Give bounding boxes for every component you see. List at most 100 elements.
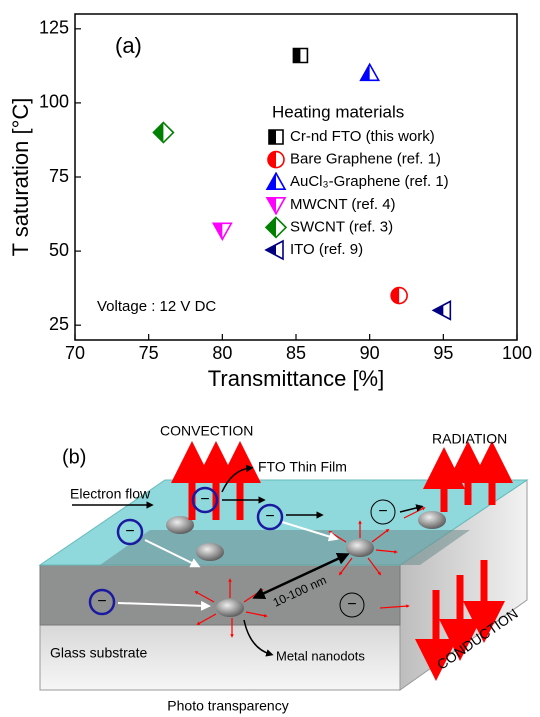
marker-fill [433, 305, 444, 316]
x-tick-label: 100 [502, 343, 532, 363]
marker-fill [153, 122, 164, 143]
legend-marker [265, 171, 287, 190]
convection-label: CONVECTION [160, 423, 253, 439]
arrow [379, 604, 410, 609]
marker-outline [265, 171, 287, 190]
film-interface [100, 530, 470, 565]
marker-fill [267, 173, 276, 190]
y-tick-label: 75 [49, 166, 69, 186]
x-tick-label: 95 [433, 343, 453, 363]
electron-charge: − [200, 491, 209, 508]
electron-flow-label: Electron flow [70, 486, 151, 502]
diagram: (b) [38, 423, 529, 714]
electron-paths [117, 521, 339, 611]
marker [292, 47, 309, 64]
y-tick-label: 50 [49, 240, 69, 260]
marker [152, 121, 175, 144]
y-tick-label: 25 [49, 314, 69, 334]
y-axis-title: T saturation [°C] [8, 98, 33, 257]
marker-fill [293, 48, 301, 63]
electron [339, 592, 365, 618]
black-arrows [72, 464, 424, 657]
x-tick-label: 75 [139, 343, 159, 363]
y-tick-label: 125 [39, 18, 69, 38]
arrow [399, 504, 424, 513]
marker [211, 222, 233, 241]
marker-fill [213, 223, 223, 240]
marker-outline [264, 216, 288, 239]
electrons [88, 486, 396, 618]
film-label: FTO Thin Film [258, 459, 347, 475]
arrow [367, 557, 382, 576]
legend-label: Cr-nd FTO (this work) [290, 128, 435, 145]
caption: Photo transparency [167, 698, 288, 714]
electron [88, 588, 116, 616]
legend-marker [265, 197, 287, 216]
legend-marker [268, 129, 284, 145]
marker [431, 300, 452, 321]
nanodot [196, 543, 224, 561]
arrow [144, 539, 201, 568]
marker-fill [266, 217, 276, 238]
marker-fill [391, 287, 400, 304]
marker-outline [431, 300, 452, 321]
chart: (a) Voltage : 12 V DC Transmittance [%] … [8, 13, 532, 391]
electron [256, 503, 284, 531]
nanodot [418, 511, 446, 529]
nanodot [346, 539, 374, 557]
marker [390, 286, 408, 305]
marker-outline [264, 239, 284, 261]
marker [359, 62, 381, 82]
electron [116, 518, 144, 546]
heat-arrows [194, 507, 426, 638]
marker-outline [265, 197, 287, 216]
marker-outline [152, 121, 175, 144]
radiation-label: RADIATION [432, 431, 507, 447]
marker-fill [267, 197, 276, 214]
annotation: Voltage : 12 V DC [97, 298, 216, 315]
electron-charges: − − − − − − [97, 491, 387, 613]
marker-fill [268, 151, 276, 168]
marker-outline [267, 150, 285, 169]
electron [370, 499, 396, 525]
electron-charge: − [347, 596, 356, 613]
electron-charge: − [265, 508, 274, 525]
marker-outline [292, 47, 309, 64]
marker-outline [390, 286, 408, 305]
legend-label: AuCl₃-Graphene (ref. 1) [290, 173, 449, 190]
legend-marker [264, 216, 288, 239]
arrow [243, 619, 274, 657]
marker-outline [211, 222, 233, 241]
arrow [375, 549, 398, 554]
x-axis-title: Transmittance [%] [208, 366, 384, 391]
nanodots [166, 511, 446, 617]
x-tick-label: 90 [360, 343, 380, 363]
legend-label: MWCNT (ref. 4) [290, 196, 396, 213]
legend-label: Bare Graphene (ref. 1) [290, 151, 441, 168]
marker-fill [266, 244, 276, 256]
panel-label: (b) [62, 446, 86, 468]
marker-fill [360, 64, 370, 81]
legend-title: Heating materials [272, 102, 404, 121]
y-tick-label: 100 [39, 92, 69, 112]
arrow [194, 591, 215, 603]
marker-outline [359, 62, 381, 82]
arrow [196, 613, 217, 625]
arrow [281, 521, 339, 542]
nanodots-label: Metal nanodots [276, 648, 365, 663]
arrow [245, 611, 268, 618]
legend-label: ITO (ref. 9) [290, 241, 363, 258]
x-tick-label: 70 [65, 343, 85, 363]
electron [191, 486, 219, 514]
marker-fill [269, 130, 276, 144]
legend-marker [264, 239, 284, 261]
arrow [371, 528, 390, 543]
panel-label: (a) [115, 33, 142, 58]
legend-marker [267, 150, 285, 169]
x-tick-label: 85 [286, 343, 306, 363]
arrow [117, 600, 211, 611]
electron-charge: − [378, 503, 387, 520]
distance-arrow [252, 552, 350, 600]
legend-label: SWCNT (ref. 3) [290, 218, 393, 235]
